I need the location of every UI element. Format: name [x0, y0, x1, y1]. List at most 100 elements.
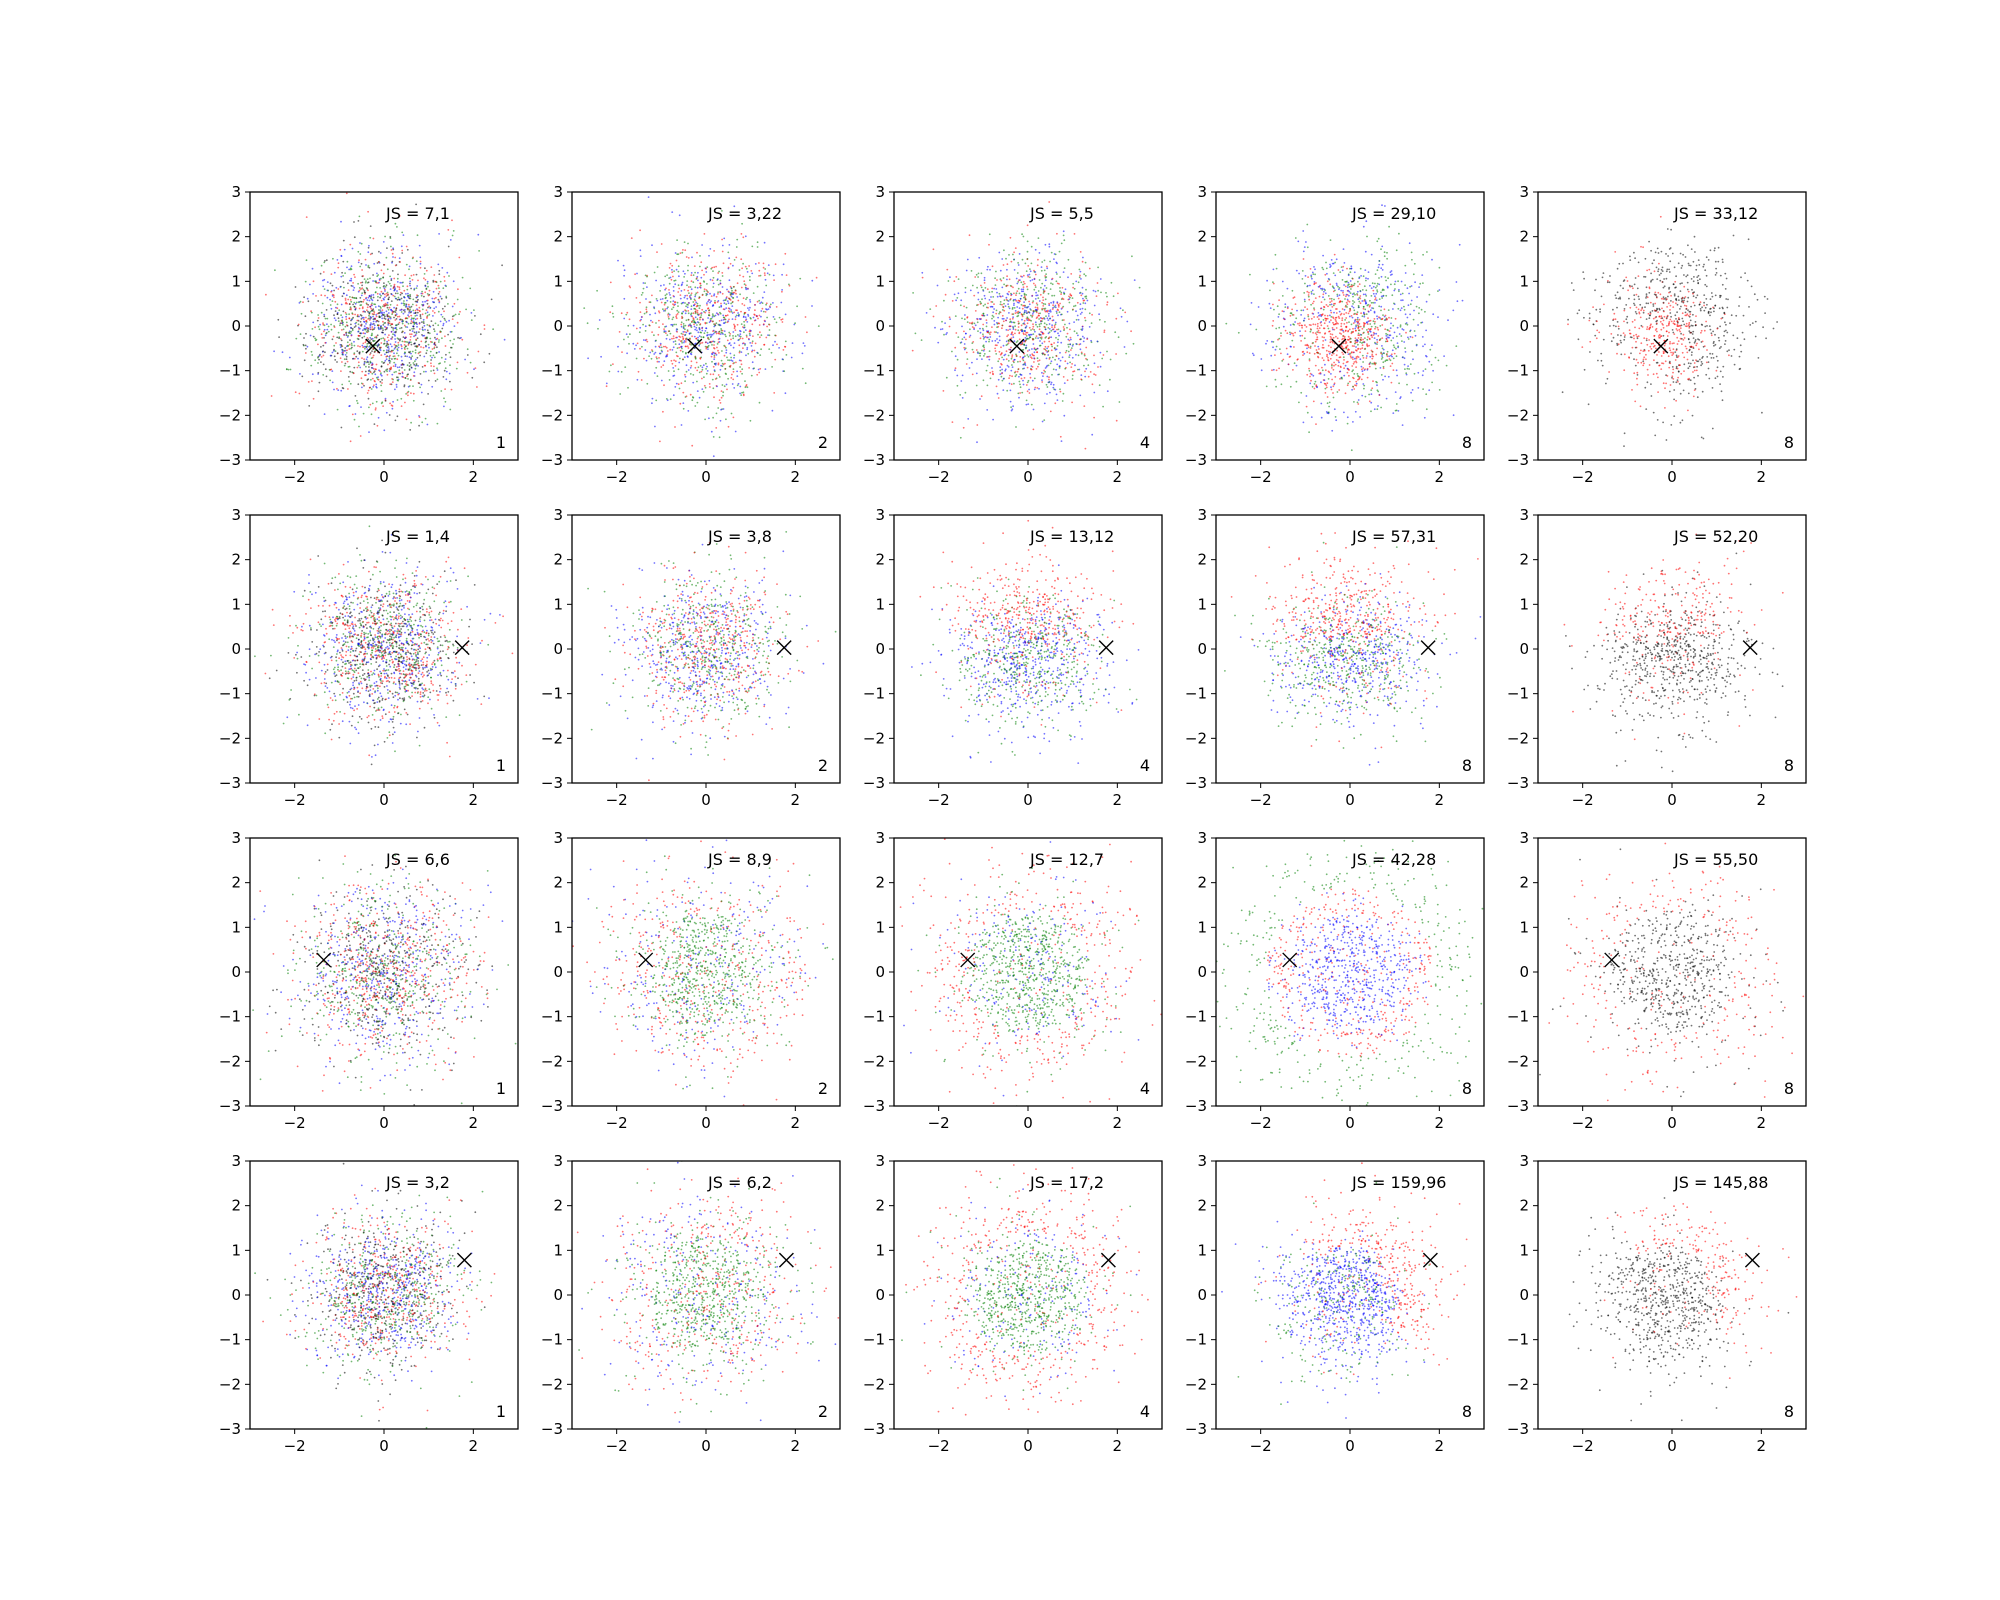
scatter-point	[423, 324, 426, 327]
scatter-point	[1044, 276, 1047, 279]
x-tick-label: −2	[928, 468, 950, 486]
scatter-point	[1412, 273, 1415, 276]
scatter-point	[677, 355, 679, 358]
scatter-point	[438, 339, 440, 341]
scatter-point	[1347, 348, 1350, 351]
y-tick-label: 1	[231, 272, 241, 290]
scatter-point	[1048, 381, 1050, 384]
scatter-point	[637, 370, 640, 373]
scatter-point	[774, 334, 776, 337]
y-tick-label: 3	[875, 183, 885, 201]
scatter-point	[421, 313, 424, 316]
scatter-point	[386, 370, 388, 373]
scatter-point	[383, 342, 386, 345]
scatter-point	[365, 331, 368, 333]
scatter-point	[983, 346, 985, 349]
scatter-point	[780, 318, 783, 321]
scatter-point	[754, 263, 757, 265]
scatter-point	[665, 332, 667, 334]
scatter-point	[720, 359, 723, 362]
scatter-point	[1035, 294, 1038, 297]
scatter-point	[437, 292, 440, 295]
scatter-point	[377, 376, 379, 378]
scatter-point	[965, 363, 968, 365]
scatter-point	[431, 385, 434, 388]
scatter-point	[586, 322, 589, 325]
scatter-point	[659, 298, 662, 301]
scatter-point	[373, 311, 376, 314]
scatter-point	[706, 331, 709, 334]
scatter-point	[381, 379, 383, 381]
scatter-point	[980, 302, 983, 305]
scatter-point	[706, 302, 708, 305]
scatter-point	[384, 285, 387, 288]
scatter-point	[438, 269, 441, 272]
scatter-point	[1326, 396, 1329, 398]
scatter-point	[357, 250, 360, 253]
scatter-point	[668, 292, 671, 294]
scatter-point	[956, 297, 959, 299]
scatter-point	[372, 237, 375, 240]
scatter-point	[1047, 327, 1050, 329]
scatter-point	[742, 236, 745, 239]
scatter-point	[682, 249, 684, 251]
scatter-point	[639, 255, 642, 257]
scatter-point	[444, 335, 446, 338]
scatter-point	[1374, 320, 1376, 323]
scatter-point	[709, 248, 712, 250]
scatter-point	[1351, 365, 1354, 367]
scatter-point	[1026, 224, 1029, 227]
scatter-point	[681, 350, 684, 353]
scatter-point	[396, 345, 398, 348]
scatter-point	[664, 345, 667, 348]
scatter-point	[1319, 314, 1322, 316]
scatter-point	[763, 291, 766, 293]
scatter-point	[305, 332, 307, 335]
scatter-point	[694, 312, 697, 315]
scatter-point	[722, 408, 725, 410]
scatter-point	[340, 344, 343, 346]
scatter-point	[387, 339, 390, 342]
scatter-point	[1280, 352, 1282, 355]
scatter-point	[619, 393, 622, 395]
scatter-point	[685, 331, 688, 334]
scatter-point	[620, 371, 623, 373]
scatter-point	[426, 324, 429, 326]
scatter-point	[449, 239, 452, 241]
scatter-point	[382, 241, 385, 243]
scatter-point	[1008, 290, 1010, 293]
scatter-point	[1013, 251, 1015, 254]
scatter-point	[717, 300, 720, 302]
scatter-point	[304, 344, 307, 347]
scatter-point	[1018, 380, 1021, 383]
scatter-point	[1032, 282, 1035, 285]
scatter-point	[975, 384, 978, 387]
scatter-point	[1042, 290, 1045, 292]
scatter-point	[713, 356, 716, 358]
scatter-point	[1051, 345, 1053, 348]
scatter-point	[1371, 357, 1374, 360]
scatter-point	[1046, 265, 1048, 268]
scatter-point	[381, 327, 384, 330]
scatter-point	[687, 264, 689, 267]
scatter-point	[1067, 343, 1070, 346]
scatter-point	[409, 336, 412, 338]
scatter-point	[988, 350, 991, 352]
scatter-point	[428, 346, 430, 349]
scatter-point	[422, 303, 425, 306]
scatter-point	[433, 346, 436, 349]
scatter-point	[1068, 322, 1071, 325]
scatter-point	[656, 360, 659, 363]
scatter-point	[403, 352, 406, 355]
scatter-point	[366, 306, 369, 309]
scatter-point	[713, 293, 716, 296]
scatter-point	[1000, 346, 1002, 349]
scatter-point	[351, 247, 354, 250]
scatter-point	[762, 266, 765, 269]
scatter-point	[997, 341, 999, 344]
scatter-point	[966, 358, 969, 360]
scatter-point	[682, 358, 684, 361]
scatter-point	[702, 390, 705, 393]
scatter-point	[356, 314, 359, 316]
scatter-point	[1027, 337, 1030, 340]
